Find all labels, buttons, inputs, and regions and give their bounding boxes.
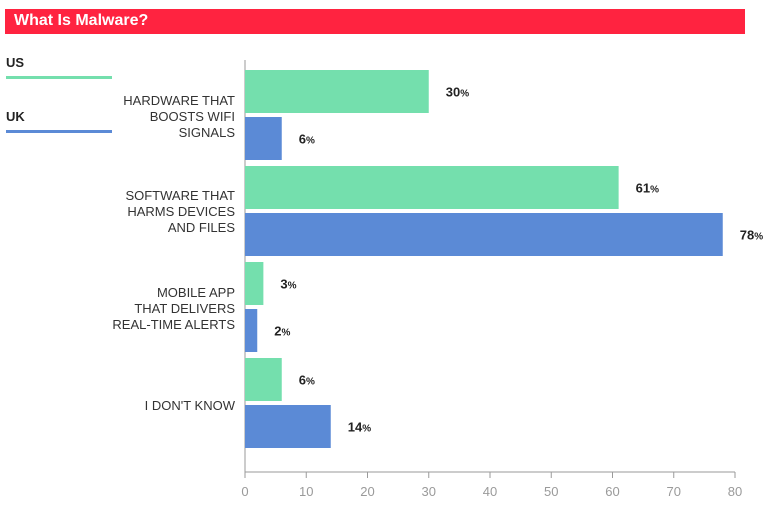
category-label: SOFTWARE THAT HARMS DEVICES AND FILES — [25, 188, 235, 236]
legend-label-us: US — [6, 55, 25, 70]
value-label-us: 6% — [299, 373, 315, 388]
bar-uk — [245, 405, 331, 448]
value-label-uk: 78% — [740, 228, 763, 243]
legend-swatch-uk — [6, 130, 112, 133]
category-label: I DON'T KNOW — [25, 398, 235, 414]
x-tick-label: 0 — [241, 484, 248, 499]
category-label: HARDWARE THAT BOOSTS WIFI SIGNALS — [25, 93, 235, 141]
value-label-us: 30% — [446, 85, 469, 100]
chart-title: What Is Malware? — [14, 12, 149, 29]
category-label-line: HARMS DEVICES — [127, 204, 235, 219]
bar-us — [245, 70, 429, 113]
category-label-line: MOBILE APP — [156, 285, 235, 300]
bar-uk — [245, 117, 282, 160]
legend-label-uk: UK — [6, 109, 25, 124]
category-label-line: THAT DELIVERS — [134, 301, 235, 316]
value-label-uk: 6% — [299, 132, 315, 147]
bar-us — [245, 262, 264, 305]
legend-item-us: US — [6, 55, 112, 79]
legend-item-uk: UK — [6, 109, 112, 133]
category-label-line: I DON'T KNOW — [144, 398, 235, 413]
category-label-line: REAL-TIME ALERTS — [112, 317, 235, 332]
bar-us — [245, 358, 282, 401]
title-bar: What Is Malware? — [5, 9, 745, 34]
value-label-us: 61% — [636, 181, 659, 196]
value-label-us: 3% — [280, 277, 296, 292]
x-tick-label: 60 — [605, 484, 619, 499]
value-label-uk: 14% — [348, 420, 371, 435]
x-tick-label: 20 — [360, 484, 374, 499]
x-tick-label: 30 — [422, 484, 436, 499]
category-label: MOBILE APP THAT DELIVERS REAL-TIME ALERTS — [25, 285, 235, 333]
category-label-line: SOFTWARE THAT — [125, 188, 235, 203]
bar-uk — [245, 309, 258, 352]
legend-swatch-us — [6, 76, 112, 79]
category-label-line: HARDWARE THAT — [123, 93, 235, 108]
category-label-line: BOOSTS WIFI — [149, 109, 235, 124]
x-tick-label: 50 — [544, 484, 558, 499]
category-label-line: SIGNALS — [178, 125, 235, 140]
bar-uk — [245, 213, 723, 256]
bar-us — [245, 166, 619, 209]
category-label-line: AND FILES — [167, 220, 235, 235]
x-tick-label: 80 — [728, 484, 742, 499]
x-tick-label: 10 — [299, 484, 313, 499]
value-label-uk: 2% — [274, 324, 290, 339]
x-tick-label: 70 — [667, 484, 681, 499]
x-tick-label: 40 — [483, 484, 497, 499]
